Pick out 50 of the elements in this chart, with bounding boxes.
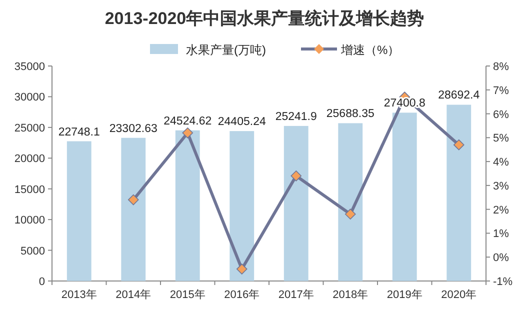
bar (66, 141, 92, 281)
point (453, 139, 464, 150)
bar (446, 104, 472, 281)
point (236, 264, 248, 274)
x-tick-label: 2019年 (386, 289, 422, 301)
bar (121, 138, 146, 281)
y2-tick-label: 2% (493, 204, 510, 216)
point (182, 127, 194, 138)
x-tick-label: 2016年 (224, 289, 260, 301)
data-label: 25688.35 (326, 108, 374, 120)
data-label: 25241.9 (275, 110, 317, 123)
y2-tick-label: 7% (493, 84, 510, 97)
y-tick-label: 10000 (14, 214, 45, 227)
point (128, 194, 139, 206)
title: 2013-2020年中国水果产量统计及增长趋势 (104, 9, 424, 28)
y2-tick-label: 0% (493, 252, 510, 264)
data-label: 24524.62 (164, 115, 212, 128)
y2-tick-label: 4% (493, 156, 510, 169)
y2-tick-label: -1% (493, 276, 513, 288)
bar (392, 112, 417, 281)
x-tick-label: 2014年 (116, 289, 152, 301)
bar (175, 130, 200, 281)
y-tick-label: 0 (38, 276, 45, 288)
x-tick-label: 2018年 (332, 289, 368, 301)
y2-tick-label: 1% (493, 228, 510, 240)
y-tick-label: 25000 (14, 122, 45, 134)
y-tick-label: 15000 (14, 184, 45, 196)
y-tick-label: 5000 (20, 245, 45, 258)
y-tick-label: 20000 (14, 153, 45, 166)
data-label: 24405.24 (218, 116, 266, 128)
y2-tick-label: 8% (493, 61, 510, 73)
x-tick-label: 2015年 (170, 289, 206, 301)
y-tick-label: 30000 (14, 92, 45, 104)
bar (284, 126, 308, 281)
bar (230, 131, 254, 281)
x-tick-label: 2017年 (278, 289, 314, 301)
data-label: 28692.4 (438, 90, 480, 102)
data-label: 22748.1 (58, 126, 100, 138)
bar (338, 123, 363, 281)
x-tick-label: 2013年 (61, 289, 97, 301)
point (290, 170, 302, 182)
data-label: 23302.63 (109, 122, 158, 135)
y2-tick-label: 3% (493, 180, 510, 192)
y2-tick-label: 6% (493, 108, 510, 121)
y2-tick-label: 5% (493, 132, 510, 145)
y-tick-label: 35000 (14, 61, 45, 73)
legend-label: 水果产量(万吨) (186, 43, 266, 57)
point (344, 208, 356, 220)
x-tick-label: 2020年 (441, 289, 477, 301)
legend-label: 增速（%） (340, 43, 400, 57)
